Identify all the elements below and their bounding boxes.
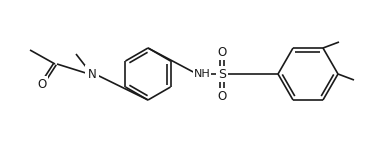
Text: N: N: [88, 67, 96, 81]
Text: O: O: [37, 77, 47, 91]
Text: O: O: [217, 90, 227, 102]
Text: NH: NH: [194, 69, 210, 79]
Text: O: O: [217, 46, 227, 59]
Text: S: S: [218, 67, 226, 81]
